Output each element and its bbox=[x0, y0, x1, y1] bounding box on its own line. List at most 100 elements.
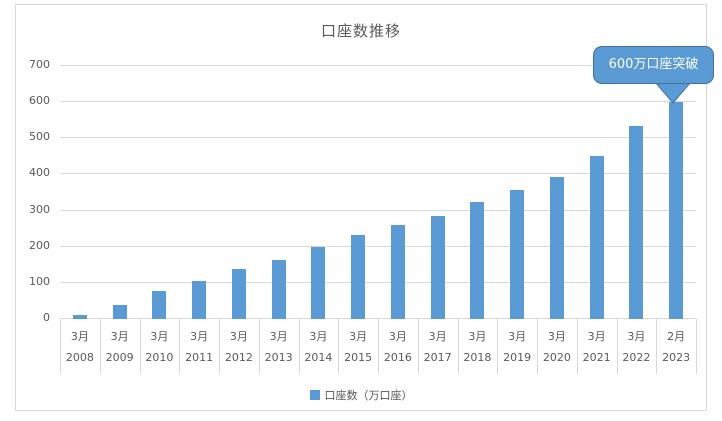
x-label-month: 3月 bbox=[349, 330, 368, 343]
y-gridline bbox=[60, 173, 696, 175]
bar-2012 bbox=[231, 269, 246, 319]
x-label-year: 2011 bbox=[185, 351, 214, 364]
x-axis-separator bbox=[258, 319, 260, 374]
x-label-month: 2月 bbox=[667, 330, 686, 343]
x-axis-separator bbox=[298, 319, 300, 374]
x-axis-separator bbox=[378, 319, 379, 374]
y-axis-tick-label: 0 bbox=[43, 311, 50, 324]
bar-2009 bbox=[112, 305, 127, 319]
x-axis-category-label: 3月 2011 bbox=[179, 319, 219, 374]
x-axis-separator bbox=[338, 319, 340, 374]
x-axis-separator bbox=[696, 319, 697, 374]
bar-2015 bbox=[351, 235, 366, 319]
chart-title: 口座数推移 bbox=[320, 22, 401, 40]
x-label-year: 2014 bbox=[304, 351, 333, 364]
y-axis-tick-label: 700 bbox=[29, 58, 50, 71]
x-label-month: 3月 bbox=[190, 330, 209, 343]
bar-2023 bbox=[669, 102, 684, 319]
x-label-month: 3月 bbox=[468, 330, 487, 343]
x-label-month: 3月 bbox=[388, 330, 407, 343]
y-gridline bbox=[60, 281, 696, 283]
x-axis-category-label: 3月 2019 bbox=[497, 319, 537, 374]
x-label-month: 3月 bbox=[508, 330, 527, 343]
y-axis-tick-label: 600 bbox=[29, 94, 50, 108]
x-axis-category-label: 3月 2012 bbox=[219, 319, 259, 374]
callout-pointer bbox=[654, 82, 692, 104]
x-label-year: 2016 bbox=[383, 351, 412, 364]
callout-annotation: 600万口座突破 bbox=[593, 46, 714, 104]
x-axis-separator bbox=[457, 319, 459, 374]
legend-series-label: 口座数（万口座） bbox=[324, 389, 413, 402]
x-label-month: 3月 bbox=[229, 330, 248, 343]
bar-2019 bbox=[510, 190, 525, 319]
x-axis-separator bbox=[60, 319, 61, 374]
x-axis-category-label: 3月 2009 bbox=[100, 319, 140, 374]
x-axis-category-label: 3月 2022 bbox=[617, 319, 657, 374]
x-label-month: 3月 bbox=[110, 330, 129, 343]
x-label-year: 2013 bbox=[264, 351, 293, 364]
x-label-year: 2012 bbox=[224, 351, 253, 364]
x-axis-category-label: 3月 2014 bbox=[299, 319, 339, 374]
x-axis-category-label: 3月 2010 bbox=[140, 319, 180, 374]
y-axis-tick-label: 300 bbox=[29, 202, 50, 216]
x-axis-category-label: 3月 2015 bbox=[338, 319, 378, 374]
x-axis-separator bbox=[99, 319, 101, 374]
x-label-month: 3月 bbox=[587, 330, 606, 343]
bar-2020 bbox=[549, 177, 564, 319]
x-label-month: 3月 bbox=[70, 330, 89, 343]
x-axis-category-label: 3月 2018 bbox=[458, 319, 498, 374]
x-label-year: 2015 bbox=[344, 351, 373, 364]
y-gridline bbox=[60, 245, 696, 247]
x-label-year: 2020 bbox=[542, 351, 571, 364]
x-axis-category-label: 3月 2017 bbox=[418, 319, 458, 374]
x-label-year: 2021 bbox=[582, 351, 611, 364]
y-gridline bbox=[60, 318, 696, 319]
y-gridline bbox=[60, 65, 696, 66]
x-label-month: 3月 bbox=[627, 330, 646, 343]
legend: 口座数（万口座） bbox=[16, 387, 706, 403]
bar-2014 bbox=[311, 247, 326, 319]
x-axis-category-label: 3月 2020 bbox=[537, 319, 577, 374]
x-axis-separator bbox=[417, 319, 419, 374]
legend-color-swatch-icon bbox=[309, 390, 320, 400]
y-gridline bbox=[60, 209, 696, 211]
x-axis-category-label: 3月 2013 bbox=[259, 319, 299, 374]
x-axis-separator bbox=[139, 319, 141, 374]
x-label-month: 3月 bbox=[269, 330, 288, 343]
x-label-year: 2019 bbox=[503, 351, 532, 364]
x-label-year: 2018 bbox=[463, 351, 492, 364]
y-axis-tick-label: 400 bbox=[29, 166, 50, 180]
bar-2022 bbox=[629, 126, 644, 319]
x-axis-separator bbox=[576, 319, 578, 374]
x-label-month: 3月 bbox=[547, 330, 566, 343]
y-gridline bbox=[60, 101, 696, 103]
x-axis-category-label: 3月 2016 bbox=[378, 319, 418, 374]
x-axis-separator bbox=[179, 319, 181, 374]
bar-2008 bbox=[72, 315, 87, 319]
x-axis-separator bbox=[656, 319, 658, 374]
bar-2021 bbox=[589, 156, 604, 319]
x-label-month: 3月 bbox=[150, 330, 169, 343]
bar-2011 bbox=[192, 281, 207, 319]
x-label-year: 2010 bbox=[145, 351, 174, 364]
y-axis-tick-label: 200 bbox=[29, 238, 50, 252]
x-label-year: 2017 bbox=[423, 351, 452, 364]
x-axis-separator bbox=[219, 319, 220, 374]
y-axis-tick-label: 500 bbox=[29, 130, 50, 144]
x-axis-separator bbox=[537, 319, 538, 374]
x-axis-category-label: 3月 2008 bbox=[60, 319, 100, 374]
x-axis-category-label: 3月 2021 bbox=[577, 319, 617, 374]
y-axis-tick-label: 100 bbox=[29, 274, 50, 288]
x-label-month: 3月 bbox=[309, 330, 328, 343]
x-label-year: 2023 bbox=[662, 351, 691, 364]
x-axis-category-label: 2月 2023 bbox=[656, 319, 696, 374]
bar-2016 bbox=[390, 225, 405, 319]
x-label-year: 2009 bbox=[105, 351, 134, 364]
x-axis-separator bbox=[616, 319, 618, 374]
bar-2010 bbox=[152, 291, 167, 319]
bar-2013 bbox=[271, 260, 286, 319]
bar-2018 bbox=[470, 202, 485, 319]
callout-text: 600万口座突破 bbox=[593, 46, 714, 84]
x-label-year: 2022 bbox=[622, 351, 651, 364]
